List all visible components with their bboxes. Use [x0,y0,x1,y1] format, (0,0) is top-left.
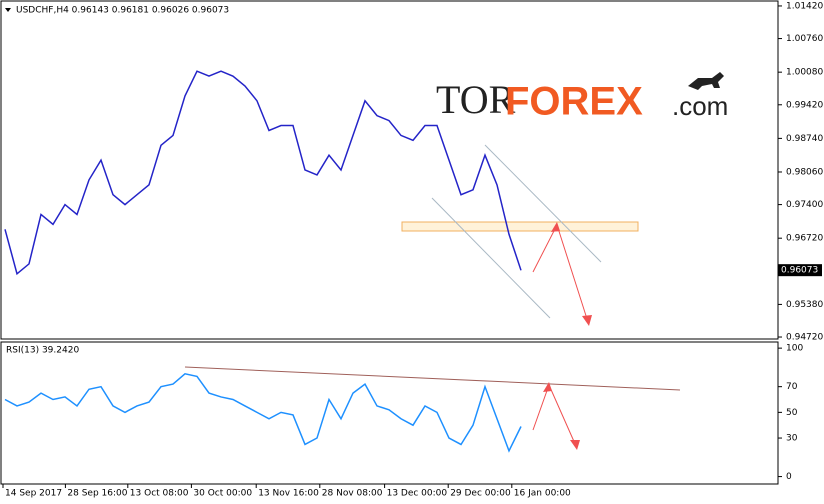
logo-tor: TOR [436,77,516,122]
arrow-head [551,222,560,232]
rsi-title: RSI(13) 39.2420 [6,346,79,356]
chart-title: USDCHF,H4 0.96143 0.96181 0.96026 0.9607… [16,6,229,16]
y-tick-label: 1.00080 [786,68,823,78]
series-line [4,373,522,453]
logo-forex: FOREX [505,80,643,124]
x-tick-label: 29 Dec 00:00 [450,489,511,499]
price-panel [0,0,779,340]
y-tick-label: 1.00760 [786,34,823,44]
y-tick-label: 50 [786,408,798,418]
rsi-panel [0,341,779,485]
resistance-zone [401,221,639,232]
y-tick-label: 0.97400 [786,200,823,210]
y-tick-label: 100 [786,344,803,354]
x-tick-label: 28 Nov 08:00 [322,489,383,499]
x-tick-label: 13 Oct 08:00 [130,489,189,499]
y-tick-label: 30 [786,434,798,444]
logo-com: .com [672,91,728,121]
arrow-head [543,382,552,392]
forecast-arrow [532,223,589,323]
y-tick-label: 0.98060 [786,167,823,177]
y-tick-label: 0.95380 [786,300,823,310]
arrow-head [570,440,580,450]
y-tick-label: 0.94720 [786,333,823,343]
x-tick-label: 30 Oct 00:00 [193,489,252,499]
y-tick-label: 0.96720 [786,234,823,244]
x-tick-label: 16 Jan 00:00 [514,489,571,499]
x-tick-label: 13 Nov 16:00 [258,489,319,499]
y-tick-label: 0.98740 [786,134,823,144]
rsi-forecast-arrow [532,383,577,447]
current-price-label: 0.96073 [781,266,818,276]
current-price-box [778,264,822,277]
y-tick-label: 0 [786,472,792,482]
x-tick-label: 14 Sep 2017 [5,489,62,499]
channel-upper [484,144,602,263]
y-tick-label: 70 [786,382,798,392]
x-tick-label: 13 Dec 00:00 [387,489,448,499]
panel-icon [5,8,11,12]
series-line [4,70,522,276]
x-tick-label: 28 Sep 16:00 [67,489,127,499]
rsi-trendline [184,366,681,391]
arrow-head [582,315,592,326]
channel-lower [431,197,551,319]
y-tick-label: 1.01420 [786,1,823,11]
logo-bull [688,72,724,90]
y-tick-label: 0.99420 [786,100,823,110]
